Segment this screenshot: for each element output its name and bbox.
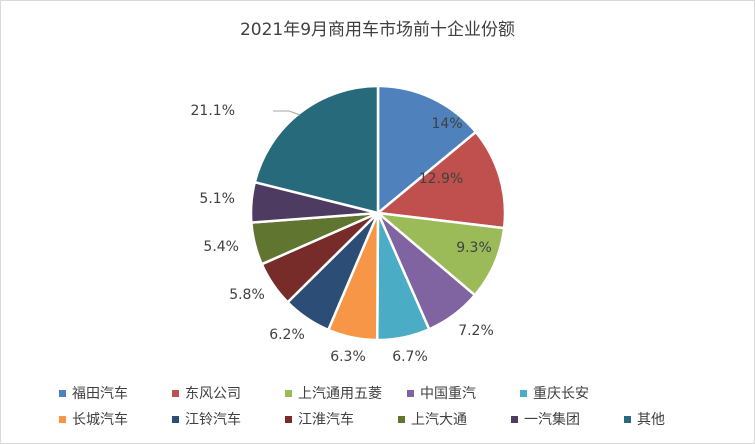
legend-entry: 中国重汽: [407, 383, 520, 403]
legend-swatch: [407, 389, 414, 397]
legend-entry: 一汽集团: [511, 409, 624, 429]
legend-entry: 江淮汽车: [285, 409, 398, 429]
legend-label: 重庆长安: [533, 386, 589, 402]
pie-slice: [376, 84, 478, 216]
legend-swatch: [172, 415, 179, 423]
data-label: 5.1%: [199, 191, 235, 207]
legend-label: 上汽通用五菱: [298, 386, 382, 402]
legend-swatch: [511, 415, 518, 423]
legend-label: 其他: [637, 412, 665, 428]
pie-slice: [253, 84, 380, 215]
legend-entry: 福田汽车: [59, 383, 172, 403]
legend-entry: 东风公司: [172, 383, 285, 403]
data-label: 7.2%: [458, 323, 494, 339]
chart-legend: 福田汽车 东风公司 上汽通用五菱 中国重汽 重庆长安长城汽车 江铃汽车 江淮汽车 上汽大通 一汽…: [59, 383, 739, 429]
data-label: 12.9%: [419, 171, 463, 187]
data-label: 6.2%: [269, 327, 305, 343]
legend-swatch: [172, 389, 179, 397]
pie-chart: 14% 12.9% 9.3% 7.2% 6.7% 6.3% 6.2% 5.8% 5.4% 5.1%…: [191, 84, 507, 365]
legend-entry: 长城汽车: [59, 409, 172, 429]
legend-label: 中国重汽: [420, 386, 476, 402]
legend-swatch: [285, 415, 292, 423]
data-label: 5.4%: [203, 239, 239, 255]
leader-line: [273, 110, 301, 116]
legend-entry: 上汽大通: [398, 409, 511, 429]
legend-label: 长城汽车: [72, 412, 128, 428]
chart-title: 2021年9月商用车市场前十企业份额: [239, 20, 516, 40]
legend-label: 江铃汽车: [185, 412, 241, 428]
legend-swatch: [59, 415, 66, 423]
legend-entry: 重庆长安: [520, 383, 633, 403]
legend-swatch: [285, 389, 292, 397]
legend-swatch: [520, 389, 527, 397]
legend-label: 福田汽车: [72, 386, 128, 402]
data-label: 6.3%: [330, 349, 366, 365]
data-label: 21.1%: [191, 103, 235, 119]
legend-label: 一汽集团: [524, 412, 580, 428]
pie-slice: [374, 130, 507, 230]
legend-label: 江淮汽车: [298, 412, 354, 428]
legend-entry: 江铃汽车: [172, 409, 285, 429]
legend-entry: 上汽通用五菱: [285, 383, 407, 403]
legend-swatch: [59, 389, 66, 397]
legend-label: 上汽大通: [411, 412, 467, 428]
data-label: 6.7%: [392, 349, 428, 365]
legend-entry: 其他: [624, 409, 737, 429]
legend-swatch: [398, 415, 405, 423]
data-label: 5.8%: [229, 287, 265, 303]
data-label: 14%: [431, 116, 462, 132]
legend-swatch: [624, 415, 631, 423]
legend-label: 东风公司: [185, 386, 241, 402]
data-label: 9.3%: [456, 240, 492, 256]
